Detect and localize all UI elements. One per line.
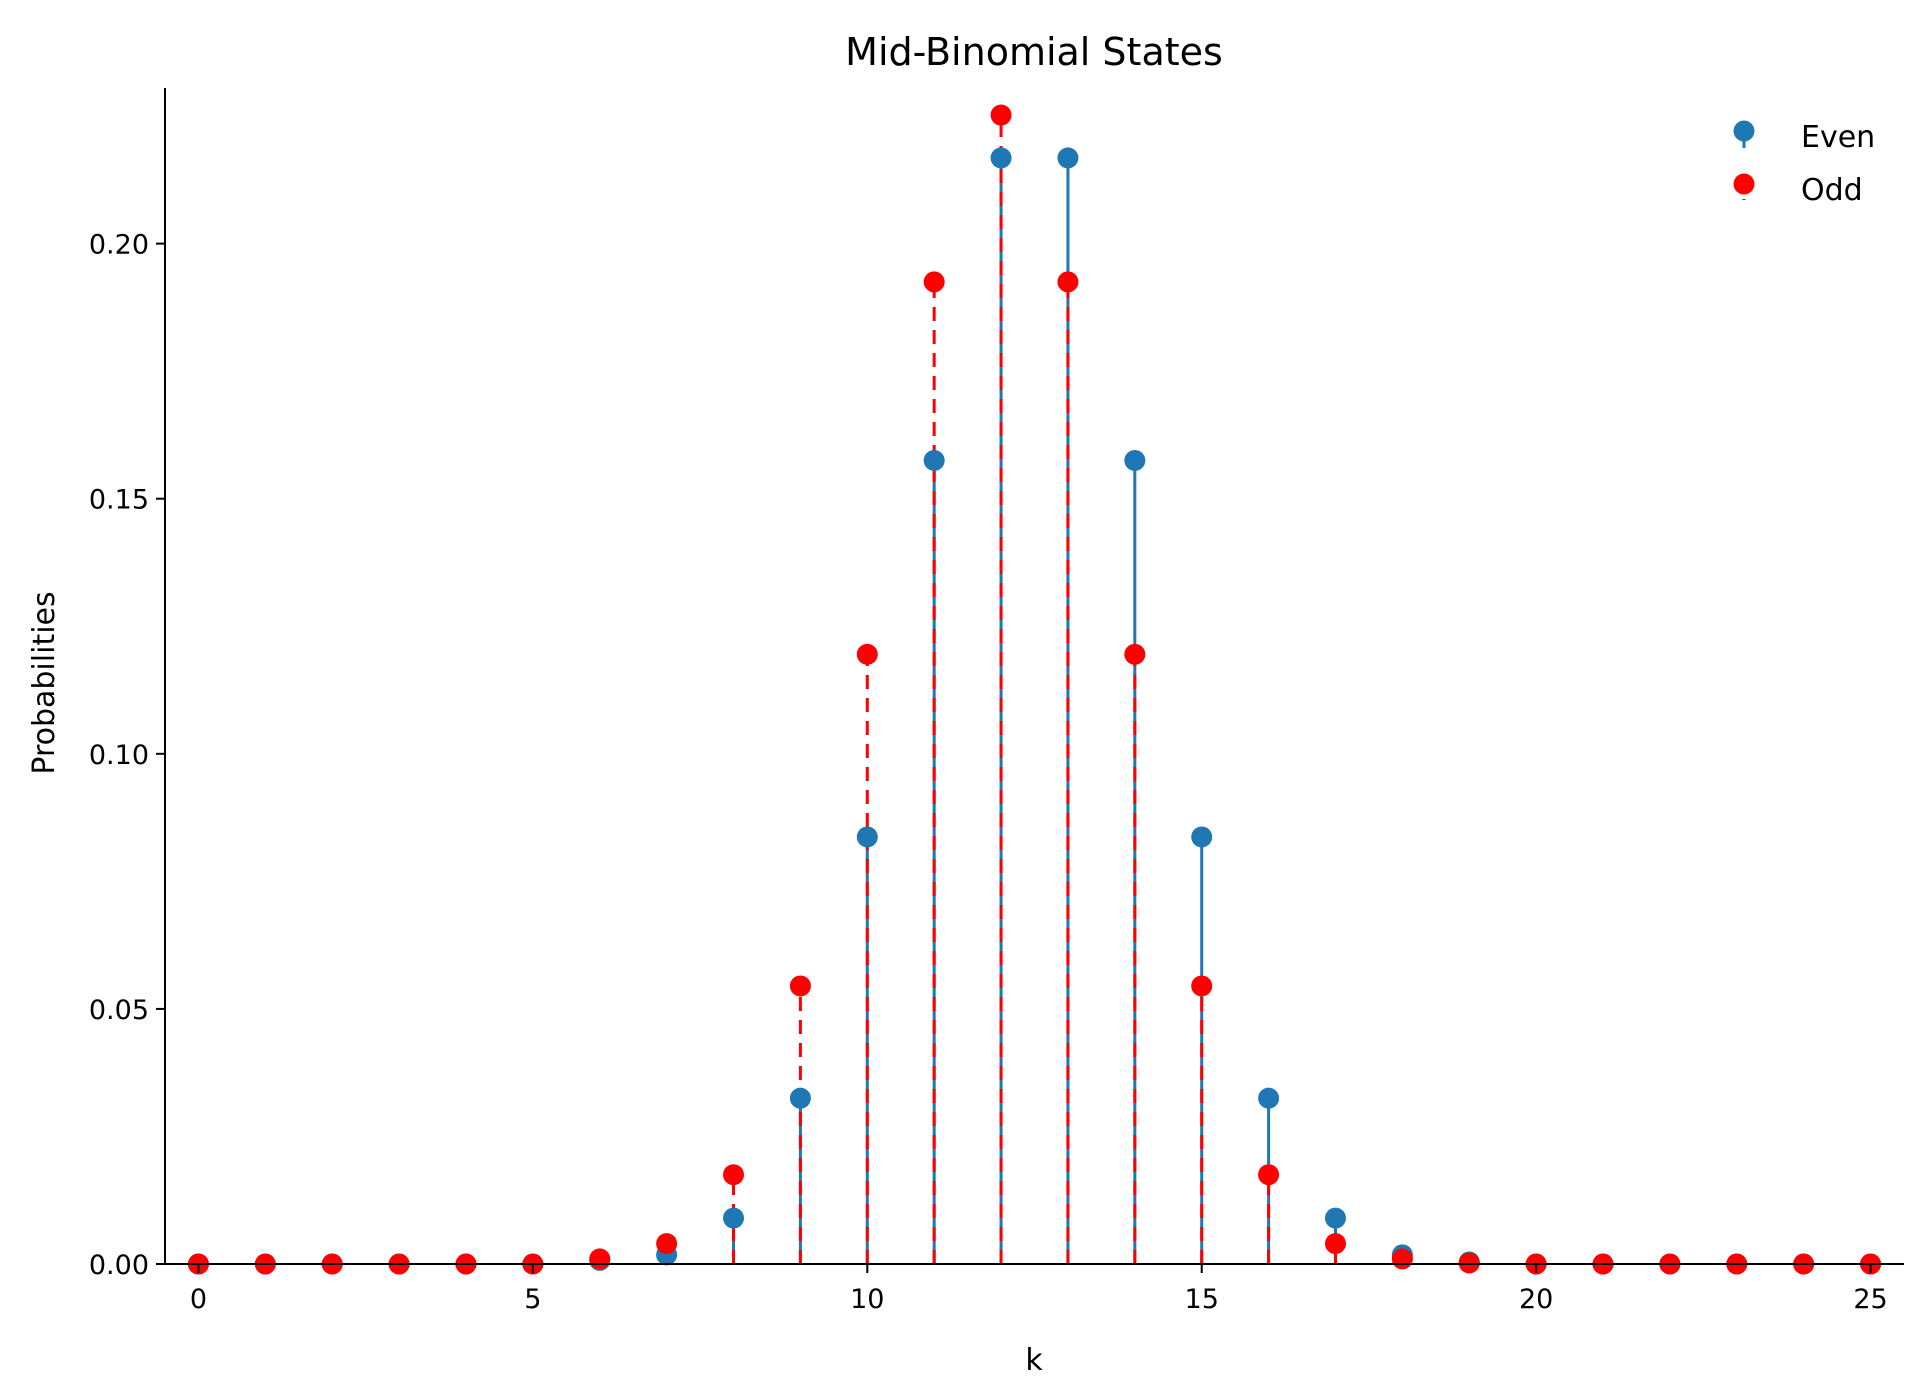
marker-odd-13 [1057,271,1079,293]
y-tick-label: 0.05 [89,995,149,1026]
y-axis-ticks: 0.00 0.05 0.10 0.15 0.20 [89,230,165,1281]
y-tick-label: 0.15 [89,485,149,516]
marker-odd-10 [856,643,878,665]
marker-odd-15 [1191,975,1213,997]
marker-odd-9 [789,975,811,997]
marker-odd-17 [1324,1233,1346,1255]
legend-even-marker [1733,120,1755,142]
legend-odd-label: Odd [1801,173,1863,208]
marker-odd-14 [1124,643,1146,665]
x-tick-label: 0 [190,1284,207,1315]
legend-item-even: Even [1733,120,1875,155]
x-tick-label: 20 [1519,1284,1553,1315]
marker-odd-12 [990,104,1012,126]
x-tick-label: 15 [1185,1284,1219,1315]
marker-odd-6 [589,1248,611,1270]
marker-even-12 [990,147,1012,169]
y-tick-label: 0.10 [89,740,149,771]
legend-item-odd: Odd [1733,173,1863,208]
x-tick-label: 25 [1853,1284,1887,1315]
marker-odd-8 [723,1164,745,1186]
marker-even-11 [923,449,945,471]
marker-even-10 [856,826,878,848]
y-axis-label: Probabilities [27,591,62,774]
marker-odd-16 [1258,1164,1280,1186]
x-tick-label: 10 [850,1284,884,1315]
legend-even-label: Even [1801,120,1875,155]
stem-markers [187,104,1882,1275]
marker-odd-7 [656,1233,678,1255]
y-tick-label: 0.20 [89,230,149,261]
marker-odd-19 [1458,1252,1480,1274]
marker-even-13 [1057,147,1079,169]
marker-even-14 [1124,449,1146,471]
marker-even-9 [789,1087,811,1109]
x-axis-label: k [1025,1343,1043,1378]
marker-odd-18 [1391,1248,1413,1270]
legend: Even Odd [1733,120,1875,208]
y-tick-label: 0.00 [89,1250,149,1281]
marker-even-17 [1324,1207,1346,1229]
marker-even-15 [1191,826,1213,848]
marker-even-16 [1258,1087,1280,1109]
x-axis-ticks: 0 5 10 15 20 25 [190,1264,1888,1315]
x-tick-label: 5 [524,1284,541,1315]
legend-odd-marker [1733,173,1755,195]
chart-title: Mid-Binomial States [845,30,1223,74]
marker-even-8 [723,1207,745,1229]
marker-odd-11 [923,271,945,293]
stem-lines [598,115,1471,1264]
